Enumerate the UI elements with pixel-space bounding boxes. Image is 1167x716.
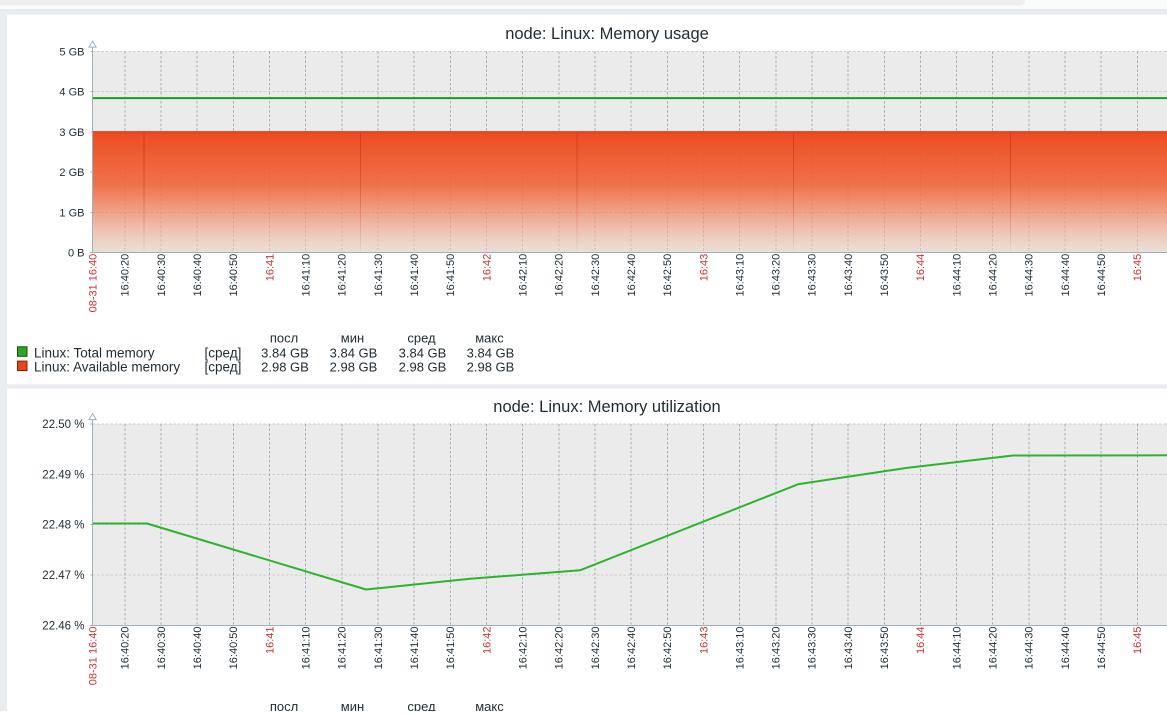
svg-text:16:44:30: 16:44:30 (1024, 254, 1036, 297)
svg-text:16:40:20: 16:40:20 (120, 627, 132, 670)
svg-text:16:43:50: 16:43:50 (879, 627, 891, 670)
svg-text:16:41:40: 16:41:40 (409, 254, 421, 297)
svg-text:[сред]: [сред] (205, 360, 242, 375)
svg-text:3.84 GB: 3.84 GB (467, 345, 515, 360)
svg-text:16:44:30: 16:44:30 (1024, 627, 1036, 670)
svg-text:16:41: 16:41 (264, 627, 276, 655)
svg-text:16:43:20: 16:43:20 (771, 627, 783, 670)
svg-text:макс: макс (475, 331, 504, 346)
svg-text:16:42:40: 16:42:40 (626, 254, 638, 297)
svg-text:16:40:50: 16:40:50 (228, 627, 240, 670)
svg-text:16:44:10: 16:44:10 (951, 627, 963, 670)
svg-text:16:42:20: 16:42:20 (554, 627, 566, 670)
svg-text:16:40:30: 16:40:30 (156, 254, 168, 297)
svg-text:16:41:50: 16:41:50 (445, 254, 457, 297)
svg-text:16:44:40: 16:44:40 (1060, 254, 1072, 297)
svg-text:16:42:30: 16:42:30 (590, 627, 602, 670)
svg-text:3.84 GB: 3.84 GB (330, 345, 378, 360)
svg-text:16:44:20: 16:44:20 (988, 254, 1000, 297)
svg-text:16:41: 16:41 (264, 254, 276, 282)
svg-text:16:44: 16:44 (915, 254, 927, 282)
svg-text:16:42:10: 16:42:10 (518, 254, 530, 297)
svg-text:22.46 %: 22.46 % (42, 620, 84, 632)
svg-text:2.98 GB: 2.98 GB (261, 360, 309, 375)
svg-text:16:41:30: 16:41:30 (373, 254, 385, 297)
svg-text:node: Linux: Memory utilizatio: node: Linux: Memory utilization (493, 398, 720, 416)
svg-text:16:41:10: 16:41:10 (301, 254, 313, 297)
svg-text:16:45: 16:45 (1132, 627, 1144, 655)
svg-text:16:43:30: 16:43:30 (807, 627, 819, 670)
svg-text:16:43: 16:43 (698, 627, 710, 655)
svg-text:макс: макс (475, 699, 504, 711)
svg-text:16:43:50: 16:43:50 (879, 254, 891, 297)
svg-text:16:44:20: 16:44:20 (988, 627, 1000, 670)
svg-text:16:40:30: 16:40:30 (156, 627, 168, 670)
svg-text:16:44:50: 16:44:50 (1096, 627, 1108, 670)
svg-text:22.49 %: 22.49 % (42, 469, 84, 481)
svg-text:мин: мин (341, 699, 364, 711)
svg-text:16:43:40: 16:43:40 (843, 254, 855, 297)
svg-text:16:43:10: 16:43:10 (734, 254, 746, 297)
svg-text:16:44:40: 16:44:40 (1060, 627, 1072, 670)
svg-text:16:41:10: 16:41:10 (301, 627, 313, 670)
svg-text:16:41:50: 16:41:50 (445, 627, 457, 670)
svg-text:16:42:50: 16:42:50 (662, 627, 674, 670)
svg-text:16:43:30: 16:43:30 (807, 254, 819, 297)
svg-text:3 GB: 3 GB (59, 127, 84, 139)
svg-text:16:40:40: 16:40:40 (192, 627, 204, 670)
svg-text:16:42:40: 16:42:40 (626, 627, 638, 670)
svg-text:2.98 GB: 2.98 GB (467, 360, 515, 375)
svg-text:1 GB: 1 GB (59, 207, 84, 219)
svg-text:2 GB: 2 GB (59, 167, 84, 179)
svg-text:16:45: 16:45 (1132, 254, 1144, 282)
svg-text:node: Linux: Memory usage: node: Linux: Memory usage (505, 25, 709, 43)
svg-text:08-31 16:40: 08-31 16:40 (87, 627, 99, 686)
svg-text:сред: сред (407, 331, 436, 346)
svg-text:4 GB: 4 GB (59, 87, 84, 99)
svg-text:3.84 GB: 3.84 GB (399, 345, 447, 360)
svg-text:16:43:10: 16:43:10 (734, 627, 746, 670)
svg-text:22.48 %: 22.48 % (42, 520, 84, 532)
svg-text:16:42:10: 16:42:10 (518, 627, 530, 670)
svg-text:16:42:50: 16:42:50 (662, 254, 674, 297)
svg-text:08-31 16:40: 08-31 16:40 (87, 254, 99, 313)
svg-text:посл: посл (270, 331, 298, 346)
svg-text:посл: посл (270, 699, 298, 711)
svg-text:16:43: 16:43 (698, 254, 710, 282)
svg-text:16:44: 16:44 (915, 627, 927, 655)
svg-text:16:40:40: 16:40:40 (192, 254, 204, 297)
svg-text:сред: сред (407, 699, 436, 711)
svg-text:3.84 GB: 3.84 GB (261, 345, 309, 360)
svg-text:2.98 GB: 2.98 GB (399, 360, 447, 375)
svg-text:16:41:40: 16:41:40 (409, 627, 421, 670)
svg-text:мин: мин (341, 331, 364, 346)
svg-text:16:42:30: 16:42:30 (590, 254, 602, 297)
svg-text:22.50 %: 22.50 % (42, 419, 84, 431)
svg-text:16:44:10: 16:44:10 (951, 254, 963, 297)
svg-text:Linux: Available memory: Linux: Available memory (34, 360, 180, 375)
svg-text:[сред]: [сред] (205, 345, 242, 360)
svg-text:16:41:30: 16:41:30 (373, 627, 385, 670)
svg-text:2.98 GB: 2.98 GB (330, 360, 378, 375)
svg-text:0 B: 0 B (68, 248, 85, 260)
svg-text:16:40:50: 16:40:50 (228, 254, 240, 297)
svg-text:16:44:50: 16:44:50 (1096, 254, 1108, 297)
svg-text:16:42: 16:42 (481, 254, 493, 282)
svg-text:16:41:20: 16:41:20 (337, 254, 349, 297)
svg-text:16:41:20: 16:41:20 (337, 627, 349, 670)
svg-text:22.47 %: 22.47 % (42, 570, 84, 582)
svg-text:16:40:20: 16:40:20 (120, 254, 132, 297)
svg-text:Linux: Total memory: Linux: Total memory (34, 345, 155, 360)
svg-text:16:43:40: 16:43:40 (843, 627, 855, 670)
svg-text:5 GB: 5 GB (59, 47, 84, 59)
svg-text:16:42:20: 16:42:20 (554, 254, 566, 297)
svg-text:16:43:20: 16:43:20 (771, 254, 783, 297)
svg-text:16:42: 16:42 (481, 627, 493, 655)
